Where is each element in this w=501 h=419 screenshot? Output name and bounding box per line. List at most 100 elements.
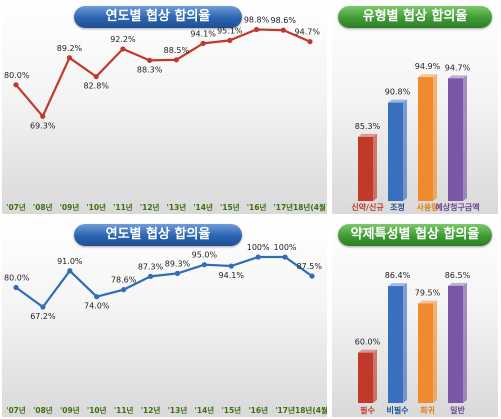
x-tick-label: '15년 bbox=[220, 202, 240, 212]
data-point bbox=[66, 55, 73, 61]
data-point bbox=[40, 113, 46, 119]
data-label: 87.5% bbox=[297, 262, 323, 271]
data-point bbox=[253, 26, 260, 33]
x-tick-label: '13년 bbox=[167, 202, 187, 212]
category-label: 예상청구금액 bbox=[435, 202, 479, 212]
bar-top bbox=[418, 300, 437, 304]
data-point bbox=[201, 262, 207, 268]
x-tick-label: '09년 bbox=[60, 202, 80, 212]
data-point bbox=[174, 270, 181, 276]
x-tick-label: '10년 bbox=[87, 405, 107, 415]
bar bbox=[358, 136, 373, 201]
bar-top bbox=[388, 283, 407, 287]
data-label: 67.2% bbox=[30, 312, 56, 321]
data-label: 80.0% bbox=[4, 274, 30, 283]
category-label: 희귀 bbox=[420, 405, 435, 415]
line-chart-panel-top: 연도별 협상 합의율 80.0% 69.3% 89.2% 82.8% 92.2% 88.3… bbox=[2, 2, 327, 214]
bar-side bbox=[403, 99, 407, 201]
bar-top bbox=[388, 99, 407, 103]
data-label: 78.6% bbox=[111, 276, 137, 285]
line-chart-panel-bottom: 연도별 협상 합의율 80.0% 67.2% 91.0% 74.0% 78.6% 87.3… bbox=[2, 220, 327, 417]
data-point bbox=[120, 46, 126, 52]
bar bbox=[358, 352, 373, 403]
data-point bbox=[147, 273, 154, 279]
bar-top bbox=[358, 133, 377, 137]
data-label: 98.6% bbox=[271, 16, 297, 25]
data-point bbox=[94, 294, 100, 300]
x-tick-label: '11년 bbox=[114, 405, 134, 415]
category-label: 일반 bbox=[450, 405, 465, 415]
data-label: 95.0% bbox=[192, 251, 218, 260]
data-point bbox=[147, 57, 153, 64]
category-label: 신약/신규 bbox=[351, 202, 384, 212]
data-label: 69.3% bbox=[30, 121, 56, 130]
x-tick-label: '13년 bbox=[168, 405, 188, 415]
data-label: 95.1% bbox=[217, 26, 243, 35]
data-point bbox=[200, 40, 206, 46]
data-label: 80.0% bbox=[4, 71, 30, 80]
data-point bbox=[67, 268, 73, 274]
bar-chart-top: 85.3% 신약/신규 90.8% 조정 94.9% 사용량 94.7% 예상청구금액 bbox=[351, 62, 479, 212]
bar-value-label: 60.0% bbox=[355, 338, 381, 347]
category-label: 비필수 bbox=[386, 405, 409, 415]
bar-side bbox=[403, 283, 407, 403]
data-label: 89.3% bbox=[165, 259, 191, 268]
x-tick-label: '16년 bbox=[248, 405, 268, 415]
bar-top bbox=[358, 349, 377, 353]
data-label: 88.5% bbox=[164, 46, 190, 55]
bar bbox=[448, 285, 463, 403]
data-label: 91.0% bbox=[57, 257, 83, 266]
data-point bbox=[307, 38, 313, 45]
x-tick-label: '12년 bbox=[141, 405, 161, 415]
data-label: 89.2% bbox=[57, 44, 83, 53]
x-tick-label: '17년 bbox=[273, 202, 293, 212]
bar-chart-bottom: 60.0% 필수 86.4% 비필수 79.5% 희귀 86.5% 일반 bbox=[355, 271, 471, 415]
data-point bbox=[227, 37, 233, 44]
category-label: 조정 bbox=[390, 202, 405, 212]
bar bbox=[418, 77, 433, 201]
x-tick-label: '18년(4월) bbox=[293, 405, 327, 415]
data-point bbox=[93, 73, 99, 80]
data-label: 92.2% bbox=[110, 35, 136, 44]
bar-value-label: 85.3% bbox=[355, 122, 381, 131]
data-label: 87.3% bbox=[138, 262, 164, 271]
data-label: 98.8% bbox=[244, 16, 270, 25]
data-label: 74.0% bbox=[84, 302, 110, 311]
data-label: 94.7% bbox=[295, 28, 321, 37]
data-label: 100% bbox=[247, 243, 270, 252]
line-chart-title-bottom: 연도별 협상 합의율 bbox=[74, 224, 242, 246]
bar-chart-title-bottom: 약제특성별 협상 합의율 bbox=[338, 224, 492, 246]
x-tick-label: '10년 bbox=[86, 202, 106, 212]
bar-value-label: 94.9% bbox=[415, 62, 441, 71]
x-tick-label: '16년 bbox=[247, 202, 267, 212]
bar-side bbox=[463, 75, 467, 201]
data-point bbox=[13, 82, 19, 88]
bar-value-label: 86.4% bbox=[385, 271, 411, 280]
data-point bbox=[255, 254, 261, 260]
bar-side bbox=[373, 349, 377, 403]
x-tick-label: '17년 bbox=[275, 405, 295, 415]
data-point bbox=[173, 57, 179, 63]
category-label: 필수 bbox=[360, 405, 375, 415]
bar-chart-panel-top: 유형별 협상 합의율 85.3% 신약/신규 90.8% 조정 94.9% 사용량 94.7… bbox=[332, 2, 498, 214]
category-label: 사용량 bbox=[416, 202, 439, 212]
data-point bbox=[282, 254, 288, 260]
bar-side bbox=[373, 133, 377, 201]
bar-value-label: 94.7% bbox=[445, 63, 471, 72]
x-tick-label: '15년 bbox=[221, 405, 241, 415]
bar-top bbox=[448, 75, 467, 79]
bar-value-label: 90.8% bbox=[385, 88, 411, 97]
bar-chart-title-top: 유형별 협상 합의율 bbox=[338, 6, 492, 28]
x-tick-label: '07년 bbox=[6, 202, 26, 212]
data-point bbox=[309, 273, 315, 279]
bar bbox=[448, 78, 463, 201]
data-point bbox=[40, 304, 46, 310]
x-tick-label: '12년 bbox=[140, 202, 160, 212]
data-label: 94.1% bbox=[190, 29, 216, 38]
bar-side bbox=[433, 74, 437, 201]
data-label: 88.3% bbox=[137, 65, 163, 74]
series-line bbox=[15, 28, 311, 118]
x-tick-label: '08년 bbox=[33, 202, 53, 212]
x-tick-label: '11년 bbox=[113, 202, 133, 212]
bar-top bbox=[448, 282, 467, 286]
